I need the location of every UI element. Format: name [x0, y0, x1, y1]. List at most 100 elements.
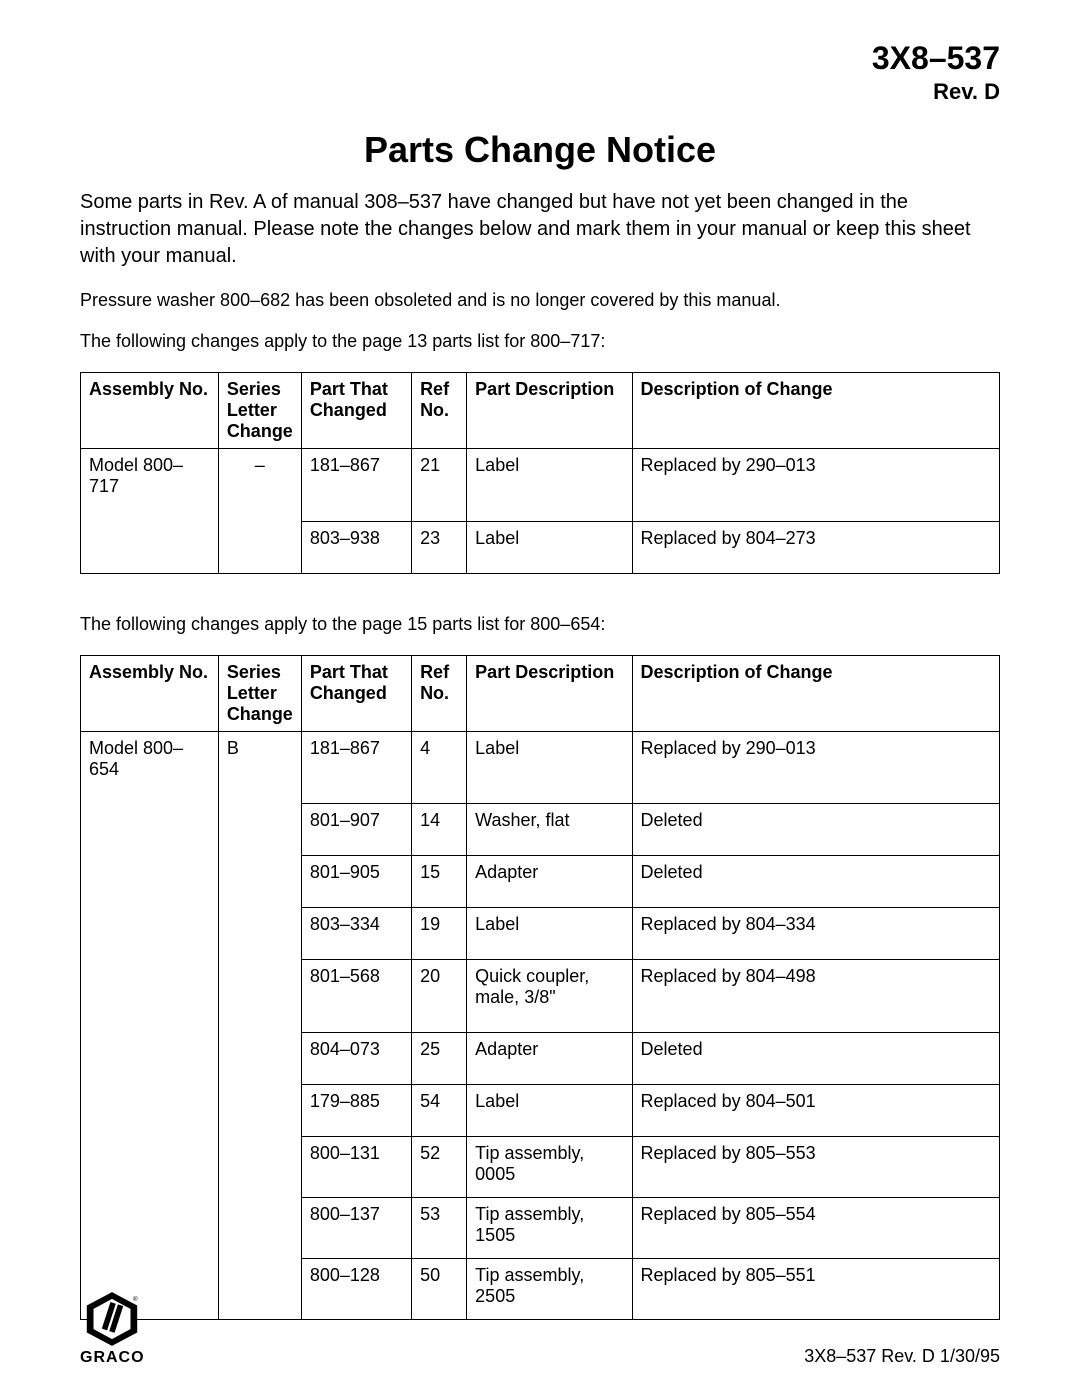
cell-assembly: [81, 1085, 219, 1137]
cell-change: Replaced by 290–013: [632, 449, 999, 522]
cell-change: Replaced by 290–013: [632, 731, 999, 804]
cell-ref: 23: [412, 521, 467, 573]
table-row: 179–88554LabelReplaced by 804–501: [81, 1085, 1000, 1137]
revision-label: Rev. D: [80, 79, 1000, 105]
brand-logo: ® GRACO: [80, 1291, 145, 1367]
col-change: Description of Change: [632, 373, 999, 449]
col-change: Description of Change: [632, 655, 999, 731]
table-row: 800–13753Tip assembly, 1505Replaced by 8…: [81, 1198, 1000, 1259]
cell-part: 181–867: [301, 731, 411, 804]
cell-desc: Washer, flat: [467, 804, 632, 856]
cell-ref: 20: [412, 960, 467, 1033]
cell-desc: Tip assembly, 1505: [467, 1198, 632, 1259]
cell-series: [218, 856, 301, 908]
cell-assembly: [81, 1137, 219, 1198]
cell-assembly: [81, 1198, 219, 1259]
cell-assembly: [81, 1033, 219, 1085]
col-series: Series Letter Change: [218, 373, 301, 449]
cell-ref: 25: [412, 1033, 467, 1085]
cell-desc: Label: [467, 521, 632, 573]
cell-ref: 54: [412, 1085, 467, 1137]
cell-desc: Quick coupler, male, 3/8": [467, 960, 632, 1033]
cell-change: Deleted: [632, 804, 999, 856]
cell-assembly-empty: [81, 521, 219, 573]
table-row: 801–56820Quick coupler, male, 3/8"Replac…: [81, 960, 1000, 1033]
col-part: Part That Changed: [301, 373, 411, 449]
cell-part: 803–938: [301, 521, 411, 573]
cell-ref: 14: [412, 804, 467, 856]
page-footer: ® GRACO 3X8–537 Rev. D 1/30/95: [80, 1291, 1000, 1367]
cell-desc: Label: [467, 449, 632, 522]
obsolete-note: Pressure washer 800–682 has been obsolet…: [80, 290, 1000, 311]
cell-ref: 4: [412, 731, 467, 804]
cell-series: [218, 804, 301, 856]
cell-series-empty: [218, 521, 301, 573]
cell-part: 179–885: [301, 1085, 411, 1137]
cell-series: B: [218, 731, 301, 804]
cell-assembly: Model 800–717: [81, 449, 219, 522]
cell-ref: 21: [412, 449, 467, 522]
table-row: 800–13152Tip assembly, 0005Replaced by 8…: [81, 1137, 1000, 1198]
graco-logo-icon: ®: [84, 1291, 140, 1347]
cell-ref: 52: [412, 1137, 467, 1198]
cell-change: Replaced by 804–273: [632, 521, 999, 573]
table-row: 803–938 23 Label Replaced by 804–273: [81, 521, 1000, 573]
table-row: Model 800–654B181–8674LabelReplaced by 2…: [81, 731, 1000, 804]
cell-series: [218, 1198, 301, 1259]
cell-change: Replaced by 805–554: [632, 1198, 999, 1259]
intro-paragraph: Some parts in Rev. A of manual 308–537 h…: [80, 189, 1000, 270]
table-row: 803–33419LabelReplaced by 804–334: [81, 908, 1000, 960]
cell-part: 801–907: [301, 804, 411, 856]
changes-table-1: Assembly No. Series Letter Change Part T…: [80, 372, 1000, 574]
col-ref: Ref No.: [412, 655, 467, 731]
table-row: Model 800–717 – 181–867 21 Label Replace…: [81, 449, 1000, 522]
table1-caption: The following changes apply to the page …: [80, 331, 1000, 352]
footer-text: 3X8–537 Rev. D 1/30/95: [804, 1346, 1000, 1367]
col-assembly: Assembly No.: [81, 655, 219, 731]
brand-name: GRACO: [80, 1349, 145, 1367]
cell-part: 803–334: [301, 908, 411, 960]
cell-assembly: Model 800–654: [81, 731, 219, 804]
cell-change: Replaced by 805–553: [632, 1137, 999, 1198]
cell-desc: Adapter: [467, 1033, 632, 1085]
table-row: 801–90515AdapterDeleted: [81, 856, 1000, 908]
cell-desc: Label: [467, 908, 632, 960]
document-id: 3X8–537: [80, 40, 1000, 77]
cell-assembly: [81, 908, 219, 960]
col-desc: Part Description: [467, 373, 632, 449]
cell-change: Replaced by 804–501: [632, 1085, 999, 1137]
cell-assembly: [81, 856, 219, 908]
cell-part: 801–568: [301, 960, 411, 1033]
table-row: 804–07325AdapterDeleted: [81, 1033, 1000, 1085]
cell-series: –: [218, 449, 301, 522]
cell-desc: Tip assembly, 0005: [467, 1137, 632, 1198]
col-assembly: Assembly No.: [81, 373, 219, 449]
col-part: Part That Changed: [301, 655, 411, 731]
col-series: Series Letter Change: [218, 655, 301, 731]
cell-ref: 19: [412, 908, 467, 960]
page-title: Parts Change Notice: [80, 129, 1000, 171]
col-desc: Part Description: [467, 655, 632, 731]
cell-change: Deleted: [632, 856, 999, 908]
col-ref: Ref No.: [412, 373, 467, 449]
cell-series: [218, 960, 301, 1033]
cell-change: Replaced by 804–334: [632, 908, 999, 960]
cell-part: 804–073: [301, 1033, 411, 1085]
cell-part: 801–905: [301, 856, 411, 908]
cell-series: [218, 1033, 301, 1085]
cell-part: 181–867: [301, 449, 411, 522]
svg-text:®: ®: [133, 1295, 138, 1303]
cell-assembly: [81, 960, 219, 1033]
changes-table-2: Assembly No. Series Letter Change Part T…: [80, 655, 1000, 1321]
cell-assembly: [81, 804, 219, 856]
cell-ref: 53: [412, 1198, 467, 1259]
table-row: 801–90714Washer, flatDeleted: [81, 804, 1000, 856]
cell-series: [218, 908, 301, 960]
cell-desc: Label: [467, 1085, 632, 1137]
table-header-row: Assembly No. Series Letter Change Part T…: [81, 655, 1000, 731]
cell-desc: Adapter: [467, 856, 632, 908]
cell-series: [218, 1137, 301, 1198]
cell-series: [218, 1085, 301, 1137]
cell-part: 800–137: [301, 1198, 411, 1259]
cell-ref: 15: [412, 856, 467, 908]
